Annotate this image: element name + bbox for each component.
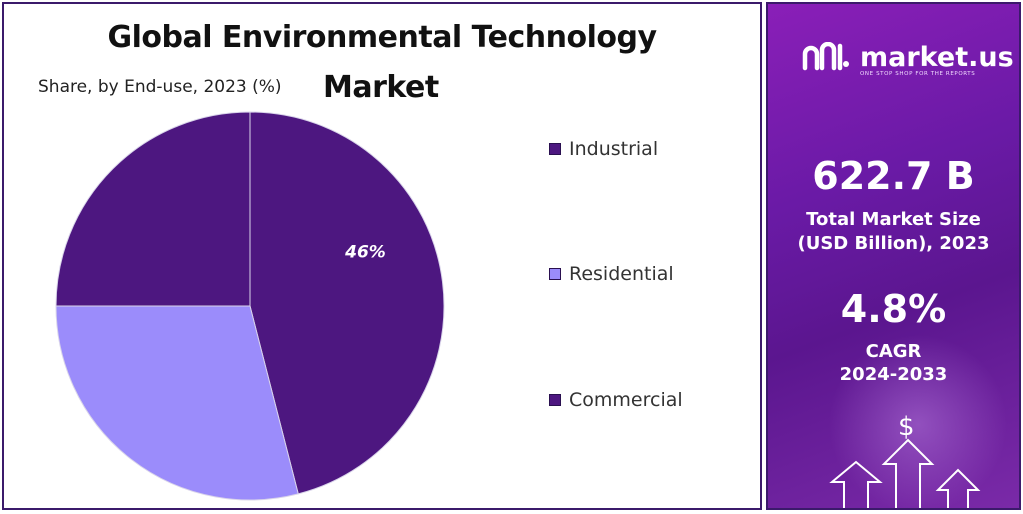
chart-title-line1: Global Environmental Technology: [107, 20, 657, 55]
legend-label-industrial: Industrial: [569, 138, 659, 160]
legend-item-industrial: Industrial: [549, 138, 658, 160]
market-size-label: Total Market Size (USD Billion), 2023: [768, 208, 1019, 256]
pie-slice-residential: [55, 305, 299, 501]
cagr-label: CAGR 2024-2033: [768, 340, 1019, 386]
legend-item-commercial: Commercial: [549, 389, 683, 411]
growth-arrows-icon: [829, 438, 981, 508]
cagr-label-line1: CAGR: [865, 341, 922, 362]
market-size-label-line2: (USD Billion), 2023: [797, 233, 990, 254]
brand-logo: market.us: [802, 42, 1014, 72]
chart-panel: Global Environmental Technology Market S…: [2, 2, 762, 510]
legend-swatch-residential: [549, 268, 561, 280]
data-label-industrial: 46%: [344, 242, 386, 262]
dollar-icon: $: [898, 412, 915, 442]
legend-label-commercial: Commercial: [569, 389, 683, 411]
market-size-label-line1: Total Market Size: [806, 209, 981, 230]
legend-swatch-industrial: [549, 143, 561, 155]
legend-label-residential: Residential: [569, 263, 674, 285]
cagr-label-line2: 2024-2033: [839, 364, 948, 385]
pie-chart: 46%: [55, 111, 445, 501]
brand-name: market.us: [860, 41, 1014, 73]
pie-slice-industrial: [249, 111, 445, 495]
cagr-value: 4.8%: [840, 287, 947, 331]
market-us-logo-icon: [802, 42, 849, 71]
legend-item-residential: Residential: [549, 263, 674, 285]
background-glow: [828, 334, 1008, 508]
pie-slice-commercial: [55, 111, 251, 307]
info-panel: market.us ONE STOP SHOP FOR THE REPORTS …: [766, 2, 1021, 510]
market-size-value: 622.7 B: [812, 154, 975, 198]
brand-tagline: ONE STOP SHOP FOR THE REPORTS: [860, 71, 976, 77]
chart-title-line2: Market: [323, 70, 439, 105]
chart-subtitle: Share, by End-use, 2023 (%): [38, 77, 282, 97]
legend-swatch-commercial: [549, 394, 561, 406]
